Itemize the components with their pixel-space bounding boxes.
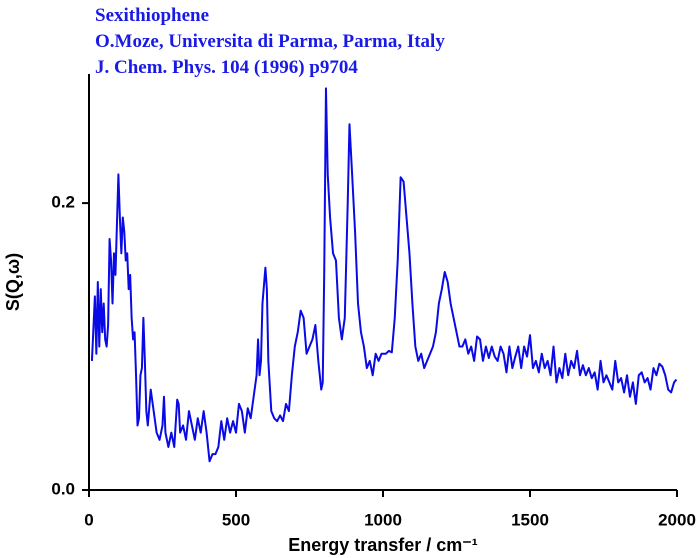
data-line [90, 87, 678, 463]
x-tick-label: 0 [84, 510, 93, 529]
x-tick-label: 500 [222, 510, 250, 529]
y-axis-label: S(Q,ω) [3, 253, 23, 311]
x-tick-label: 1000 [364, 510, 402, 529]
y-tick-label: 0.0 [51, 479, 75, 498]
chart-subtitle: O.Moze, Universita di Parma, Parma, Ital… [95, 31, 445, 52]
x-axis-label: Energy transfer / cm⁻¹ [288, 535, 478, 555]
x-tick-label: 2000 [658, 510, 696, 529]
x-tick-label: 1500 [511, 510, 549, 529]
chart-title: Sexithiophene [95, 5, 209, 26]
y-tick-label: 0.2 [51, 193, 75, 212]
chart-subtitle: J. Chem. Phys. 104 (1996) p9704 [95, 57, 358, 78]
